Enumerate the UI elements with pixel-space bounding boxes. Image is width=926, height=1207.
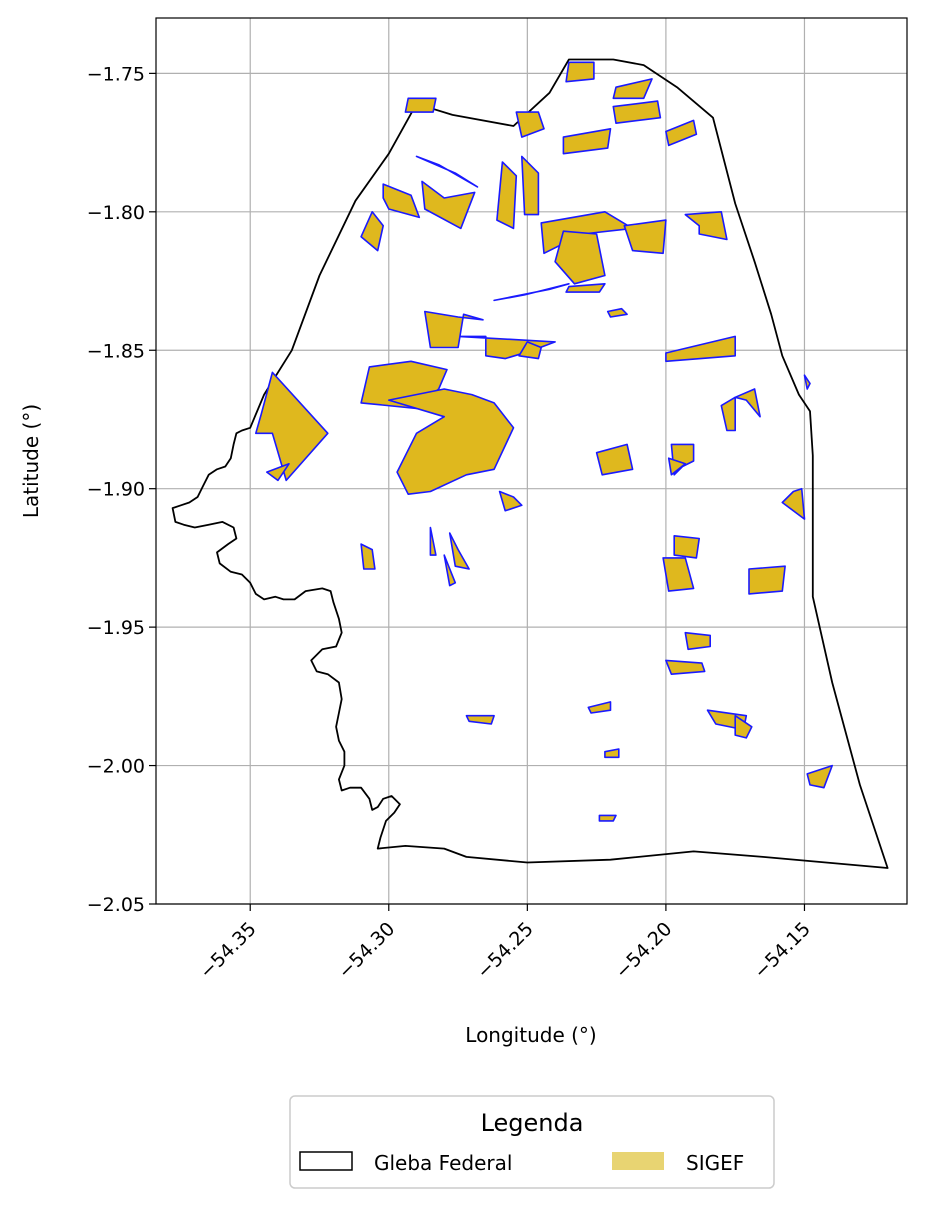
legend-title: Legenda — [481, 1109, 584, 1137]
sigef-parcel — [595, 443, 634, 476]
legend-swatch-sigef — [612, 1152, 664, 1170]
sigef-parcel — [554, 230, 606, 285]
gleba-federal-boundary — [171, 58, 889, 869]
y-axis-label: Latitude (°) — [19, 404, 43, 518]
sigef-layer — [255, 61, 834, 822]
sigef-parcel — [382, 183, 421, 219]
sigef-parcel — [457, 335, 556, 360]
sigef-parcel — [673, 534, 701, 559]
y-tick-label: −1.90 — [87, 479, 145, 501]
sigef-parcel — [598, 814, 617, 822]
sigef-parcel — [748, 565, 786, 595]
sigef-parcel — [806, 764, 834, 789]
sigef-parcel — [612, 100, 662, 124]
sigef-parcel — [421, 180, 476, 230]
sigef-parcel — [665, 119, 698, 147]
y-tick-label: −1.75 — [87, 63, 145, 85]
y-tick-label: −1.95 — [87, 617, 145, 639]
sigef-parcel — [665, 659, 706, 676]
sigef-parcel — [518, 341, 543, 360]
sigef-parcel — [606, 307, 628, 318]
sigef-parcel — [734, 388, 761, 418]
legend: Legenda Gleba Federal SIGEF — [289, 1095, 775, 1189]
y-tick-label: −1.85 — [87, 340, 145, 362]
sigef-parcel — [604, 748, 620, 759]
sigef-parcel — [423, 310, 484, 349]
sigef-parcel — [562, 128, 612, 155]
y-tick-label: −1.80 — [87, 202, 145, 224]
sigef-parcel — [684, 631, 712, 651]
sigef-parcel — [565, 282, 606, 293]
sigef-parcel — [612, 78, 653, 100]
sigef-parcel — [565, 61, 595, 83]
sigef-parcel — [387, 388, 515, 496]
y-tick-label: −2.05 — [87, 894, 145, 916]
sigef-parcel — [781, 487, 806, 520]
sigef-parcel — [520, 155, 540, 216]
sigef-parcel — [448, 532, 470, 570]
sigef-parcel — [498, 490, 523, 512]
x-axis-label: Longitude (°) — [465, 1023, 596, 1047]
sigef-parcel — [429, 526, 437, 556]
sigef-parcel — [465, 714, 495, 725]
sigef-parcel — [515, 111, 545, 138]
sigef-parcel — [415, 155, 479, 188]
sigef-parcel — [734, 714, 753, 739]
sigef-parcel — [360, 211, 385, 252]
y-tick-label: −2.00 — [87, 756, 145, 778]
map-layers — [171, 58, 889, 869]
sigef-parcel — [665, 335, 737, 363]
legend-swatch-gleba — [299, 1151, 353, 1171]
legend-label-sigef: SIGEF — [686, 1151, 744, 1175]
sigef-parcel — [720, 396, 737, 432]
sigef-parcel — [265, 462, 290, 482]
sigef-parcel — [360, 543, 376, 570]
sigef-parcel — [493, 282, 570, 302]
sigef-parcel — [587, 701, 612, 714]
sigef-parcel — [684, 211, 728, 241]
sigef-parcel — [255, 371, 329, 482]
sigef-parcel — [496, 161, 518, 230]
sigef-parcel — [803, 374, 811, 390]
sigef-parcel — [667, 457, 687, 476]
sigef-parcel — [443, 554, 457, 587]
sigef-parcel — [404, 97, 437, 113]
sigef-parcel — [623, 219, 667, 255]
sigef-parcel — [662, 557, 695, 592]
legend-label-gleba: Gleba Federal — [374, 1151, 512, 1175]
gleba-federal-layer — [171, 58, 889, 869]
plot-frame — [155, 17, 908, 905]
